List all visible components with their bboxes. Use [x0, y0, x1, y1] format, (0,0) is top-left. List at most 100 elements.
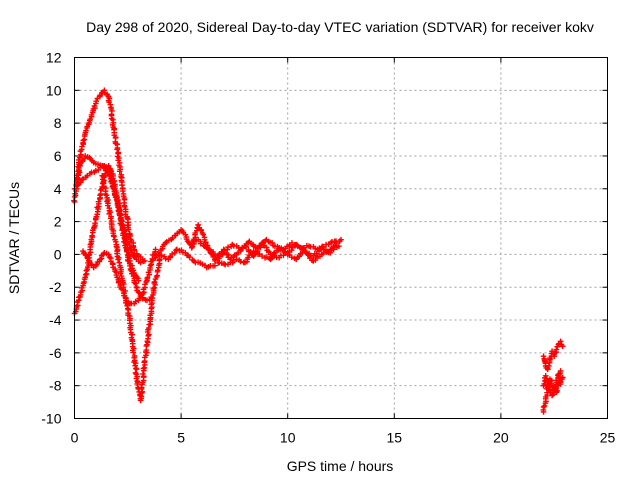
data-point — [83, 127, 89, 134]
data-point — [77, 162, 83, 169]
data-point — [133, 366, 140, 372]
data-point — [540, 404, 547, 410]
data-point — [133, 375, 140, 382]
data-point — [221, 247, 228, 254]
x-tick-label: 25 — [600, 430, 616, 446]
data-points — [71, 87, 566, 415]
y-axis-label: SDTVAR / TECUs — [6, 182, 22, 294]
data-point — [112, 185, 118, 192]
data-point — [132, 298, 139, 305]
data-point — [117, 270, 124, 277]
series-arc-deep-negative — [99, 172, 163, 404]
data-point — [186, 254, 193, 260]
y-tick-label: 8 — [54, 115, 62, 131]
data-point — [237, 258, 244, 265]
data-point — [140, 365, 147, 372]
data-point — [152, 246, 159, 253]
data-point — [124, 248, 130, 255]
data-point — [132, 280, 139, 287]
x-tick-label: 20 — [493, 430, 509, 446]
data-point — [293, 241, 300, 248]
data-point — [130, 349, 137, 356]
data-point — [154, 267, 161, 274]
data-point — [269, 240, 275, 246]
data-point — [549, 392, 555, 399]
data-point — [118, 222, 125, 228]
plot-frame — [74, 57, 608, 419]
data-point — [200, 242, 207, 249]
y-tick-label: 12 — [46, 50, 62, 66]
data-point — [323, 246, 329, 253]
data-point — [79, 176, 85, 183]
data-point — [105, 163, 112, 169]
series-arc-high-peak — [71, 87, 146, 263]
y-tick-label: -4 — [49, 312, 62, 328]
data-point — [115, 256, 121, 263]
data-point — [150, 286, 157, 292]
data-point — [114, 194, 120, 200]
data-point — [557, 368, 564, 374]
x-tick-label: 0 — [71, 430, 79, 446]
data-point — [195, 222, 201, 228]
axis-ticks: 0 5 10 15 20 25 -10 -8 -6 -4 -2 0 2 4 6 8 10 12 — [41, 50, 615, 446]
data-point — [247, 249, 254, 255]
x-axis-label: GPS time / hours — [287, 458, 394, 474]
data-point — [80, 137, 87, 144]
data-point — [197, 240, 204, 247]
data-point — [156, 256, 163, 263]
data-point — [151, 285, 158, 291]
data-point — [259, 253, 265, 259]
data-point — [553, 346, 560, 353]
data-point — [288, 247, 295, 253]
data-point — [225, 244, 231, 250]
y-tick-label: 6 — [54, 148, 62, 164]
x-tick-label: 15 — [387, 430, 403, 446]
data-point — [119, 227, 125, 234]
data-point — [559, 343, 566, 350]
data-point — [82, 272, 89, 278]
data-point — [151, 279, 158, 285]
data-point — [125, 226, 132, 233]
data-point — [83, 252, 89, 258]
data-point — [134, 381, 140, 387]
x-tick-label: 5 — [177, 430, 185, 446]
data-point — [144, 274, 151, 281]
data-point — [105, 251, 112, 258]
y-tick-label: 4 — [54, 181, 62, 197]
data-point — [111, 233, 117, 240]
y-tick-label: -2 — [49, 279, 62, 295]
data-point — [132, 362, 138, 369]
data-point — [116, 168, 123, 175]
data-point — [243, 244, 249, 250]
x-tick-label: 10 — [280, 430, 296, 446]
data-point — [542, 373, 549, 379]
series-late-arc-c — [540, 368, 564, 399]
series-midday-band-c — [188, 236, 340, 263]
data-point — [142, 258, 148, 264]
data-point — [333, 240, 340, 246]
data-point — [129, 331, 135, 338]
data-point — [338, 236, 344, 243]
y-tick-label: 0 — [54, 246, 62, 262]
y-tick-label: 10 — [46, 82, 62, 98]
chart-title: Day 298 of 2020, Sidereal Day-to-day VTE… — [86, 19, 594, 35]
data-point — [541, 403, 548, 409]
y-tick-label: 2 — [54, 214, 62, 230]
data-point — [140, 371, 146, 377]
data-point — [158, 252, 165, 259]
data-point — [553, 385, 560, 392]
data-point — [107, 215, 114, 222]
data-point — [122, 245, 129, 251]
data-point — [114, 146, 120, 153]
data-point — [557, 338, 564, 345]
y-tick-label: -10 — [41, 411, 61, 427]
data-point — [288, 254, 295, 261]
y-tick-label: -8 — [49, 378, 62, 394]
data-point — [328, 239, 334, 246]
y-tick-label: -6 — [49, 345, 62, 361]
series-late-arc-a — [540, 338, 566, 373]
data-point — [80, 176, 86, 182]
data-point — [121, 203, 128, 210]
data-point — [200, 231, 207, 238]
